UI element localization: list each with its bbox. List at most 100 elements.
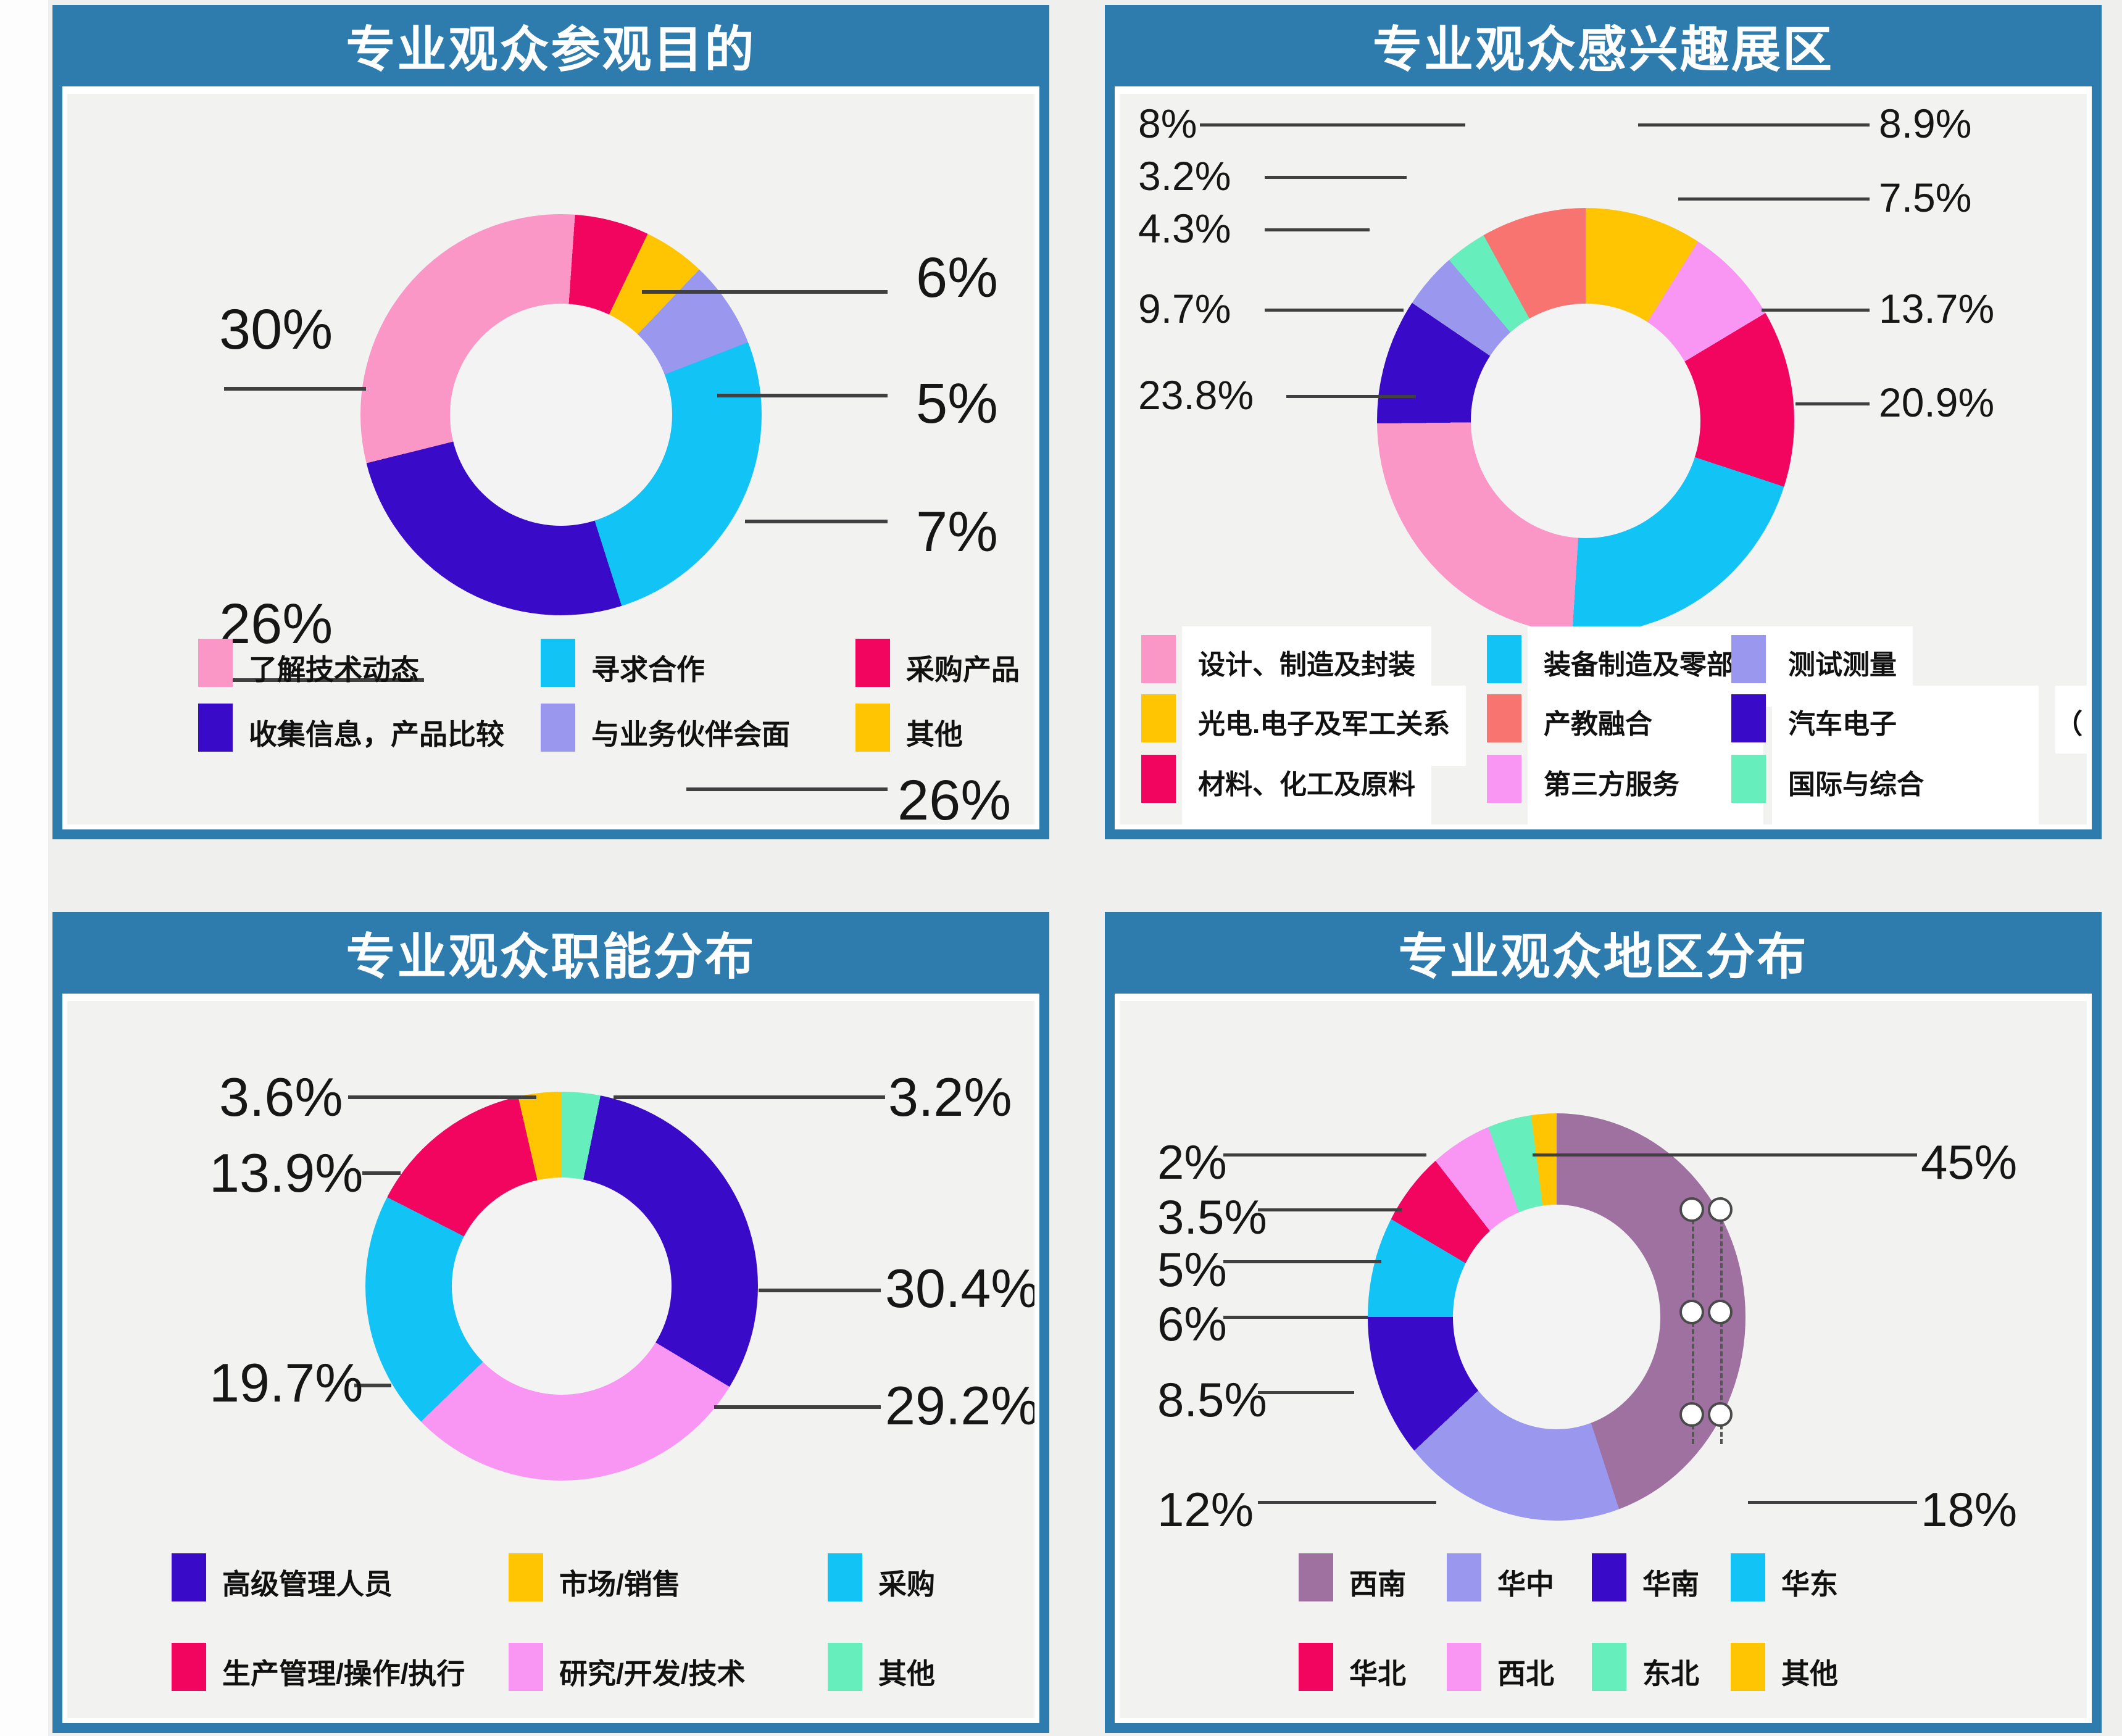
legend-swatch: [1447, 1553, 1481, 1601]
callout-line: [717, 394, 888, 397]
donut-hole: [452, 1177, 672, 1395]
callout-line: [714, 1405, 881, 1409]
handle-knob: [1708, 1300, 1733, 1324]
callout-value: 13.7%: [1879, 286, 1995, 331]
legend-item: 寻求合作: [541, 639, 705, 688]
legend-swatch: [172, 1643, 206, 1691]
legend-swatch: [1487, 755, 1521, 803]
callout-value: 18%: [1921, 1482, 2018, 1537]
callout-value: 13.9%: [209, 1142, 364, 1203]
legend-swatch: [1731, 694, 1766, 742]
legend-item: 材料、化工及原料: [1141, 746, 1431, 824]
callout-value: 12%: [1157, 1482, 1254, 1537]
callout-line: [614, 1095, 885, 1099]
legend-label: 东北: [1642, 1658, 1699, 1690]
legend-item: 高级管理人员: [172, 1553, 393, 1603]
legend-label: 西北: [1497, 1658, 1554, 1690]
legend-item: 了解技术动态: [198, 639, 419, 688]
legend-label: 了解技术动态: [249, 654, 419, 686]
panel-title: 专业观众感兴趣展区: [1373, 22, 1834, 77]
callout-value: 3.2%: [888, 1066, 1012, 1128]
page-margin-strip: [0, 0, 48, 1736]
callout-value: 8.9%: [1879, 101, 1972, 146]
legend-label: 国际与综合: [1772, 746, 2039, 824]
legend-swatch: [1731, 635, 1766, 683]
callout-value: 26%: [219, 592, 333, 655]
legend-swatch: [1447, 1643, 1481, 1691]
legend-item: 华东: [1731, 1553, 1838, 1603]
legend-label: 材料、化工及原料: [1182, 746, 1431, 824]
legend-swatch: [828, 1553, 862, 1601]
callout-line: [1223, 1260, 1381, 1263]
callout-value: 9.7%: [1138, 286, 1231, 331]
legend-swatch: [1731, 1643, 1765, 1691]
legend-item: 收集信息，产品比较: [198, 704, 504, 753]
legend-item: 采购: [828, 1553, 935, 1603]
callout-line: [1286, 395, 1416, 398]
clipped-legend-fragment: （: [2055, 686, 2087, 754]
callout-line: [1678, 197, 1870, 201]
legend-label: 生产管理/操作/执行: [222, 1658, 465, 1690]
callout-line: [1762, 309, 1870, 312]
callout-line: [1258, 1391, 1354, 1394]
legend-item: 华北: [1299, 1643, 1406, 1692]
callout-value: 30%: [219, 298, 333, 361]
legend-item: 研究/开发/技术: [509, 1643, 746, 1692]
donut-hole: [450, 304, 672, 526]
callout-value: 7%: [916, 500, 998, 563]
legend-label: 采购: [878, 1568, 935, 1600]
callout-line: [1223, 1153, 1426, 1157]
legend-item: 其他: [855, 704, 963, 753]
callout-line: [362, 1171, 401, 1175]
legend-swatch: [509, 1553, 543, 1601]
legend-item: 华中: [1447, 1553, 1554, 1603]
legend-swatch: [855, 704, 890, 752]
callout-value: 7.5%: [1879, 175, 1972, 220]
callout-line: [1258, 1501, 1436, 1504]
legend-swatch: [1141, 755, 1176, 803]
callout-line: [745, 520, 888, 523]
legend-swatch: [509, 1643, 543, 1691]
callout-value: 20.9%: [1879, 380, 1995, 425]
legend-swatch: [1487, 694, 1521, 742]
legend-item: 市场/销售: [509, 1553, 681, 1603]
callout-line: [224, 678, 424, 682]
legend-label: 华中: [1497, 1568, 1554, 1600]
chart-area: 2% 3.5% 5% 6% 8.5% 12% 45% 18% 西南: [1115, 994, 2092, 1723]
callout-value: 3.5%: [1157, 1190, 1267, 1244]
callout-value: 3.6%: [219, 1066, 343, 1128]
callout-line: [1223, 1316, 1368, 1319]
legend-swatch: [541, 704, 575, 752]
donut-hole: [1453, 1205, 1660, 1429]
legend-label: 收集信息，产品比较: [249, 718, 504, 750]
panel-region-distribution: 专业观众地区分布 2% 3.5% 5% 6% 8.5% 12% 45% 18%: [1105, 912, 2102, 1733]
callout-value: 2%: [1157, 1135, 1227, 1189]
callout-value: 5%: [1157, 1242, 1227, 1297]
callout-value: 4.3%: [1138, 206, 1231, 251]
callout-line: [686, 787, 888, 791]
callout-value: 8%: [1138, 101, 1197, 146]
callout-value: 6%: [1157, 1297, 1227, 1351]
callout-line: [1265, 176, 1407, 179]
legend-swatch: [1141, 635, 1176, 683]
callout-line: [1533, 1153, 1917, 1157]
callout-value: 8.5%: [1157, 1373, 1267, 1427]
callout-value: 19.7%: [209, 1352, 364, 1413]
legend-item: 华南: [1592, 1553, 1699, 1603]
legend-item: 西北: [1447, 1643, 1554, 1692]
legend-item: 国际与综合: [1731, 746, 2039, 824]
callout-line: [224, 387, 366, 391]
panel-role-distribution: 专业观众职能分布 3.6% 13.9% 19.7% 3.2% 30.4% 29.…: [52, 912, 1049, 1733]
legend-swatch: [1299, 1643, 1333, 1691]
callout-line: [1200, 123, 1465, 127]
legend-swatch: [172, 1553, 206, 1601]
legend-label: 西南: [1349, 1568, 1406, 1600]
panel-title: 专业观众参观目的: [346, 22, 756, 77]
legend-label: 其他: [878, 1658, 935, 1690]
callout-value: 3.2%: [1138, 153, 1231, 199]
legend-swatch: [1592, 1643, 1626, 1691]
legend-swatch: [198, 704, 233, 752]
legend-swatch: [855, 639, 890, 687]
legend-label: 华南: [1642, 1568, 1699, 1600]
